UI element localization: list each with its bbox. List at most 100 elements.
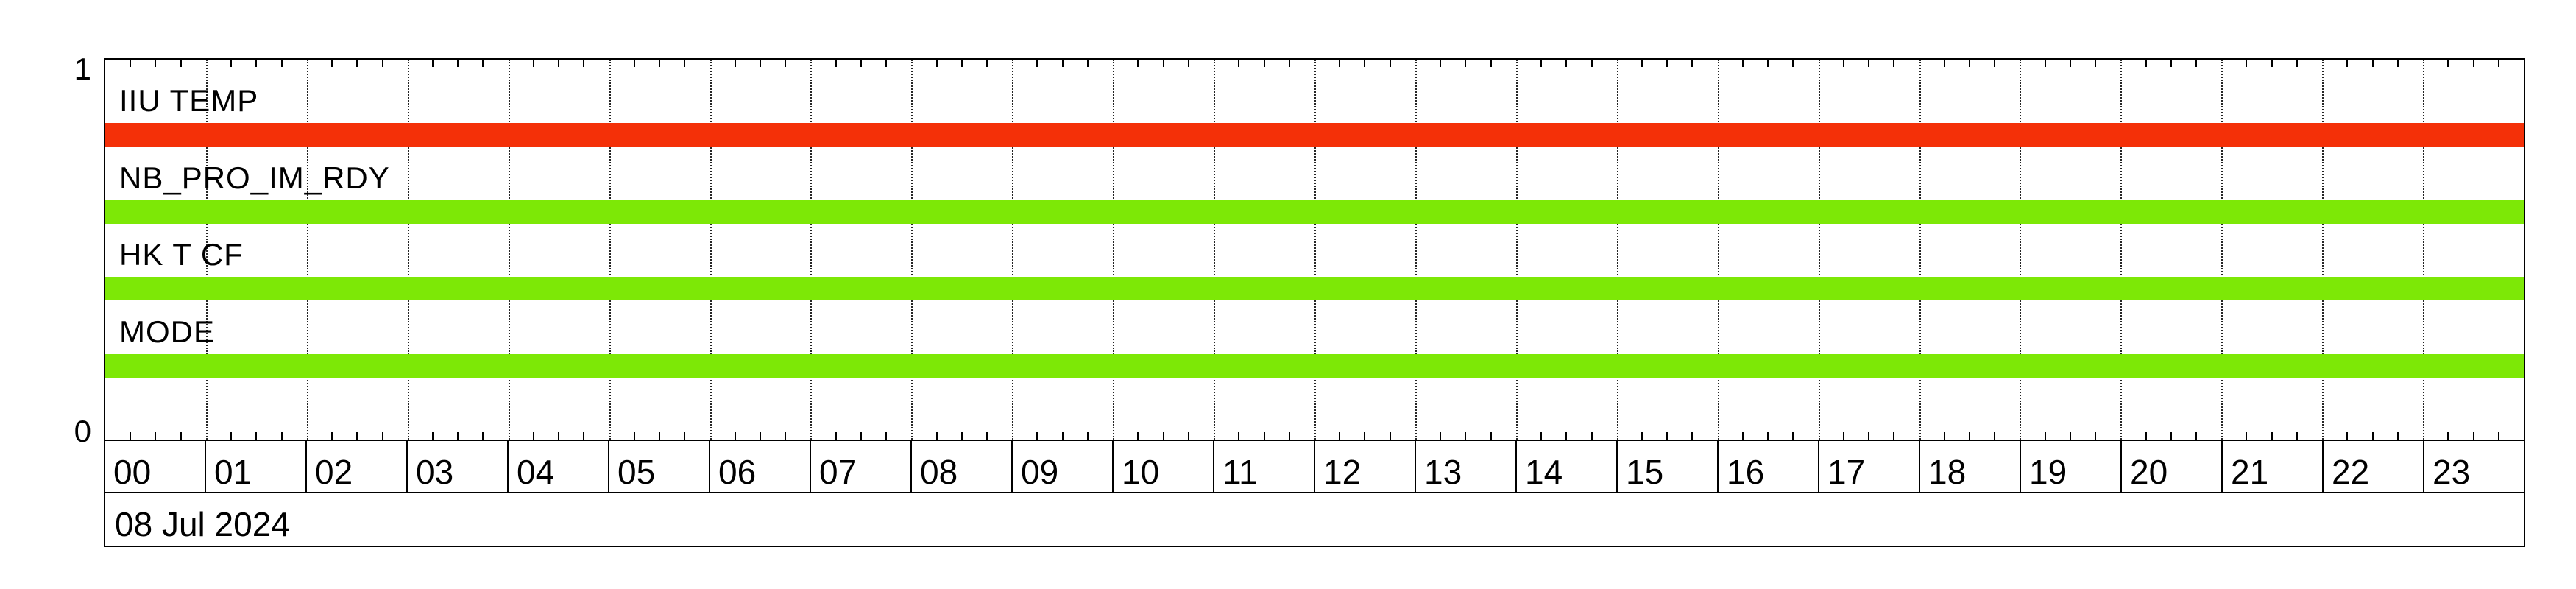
hour-gridline-21 bbox=[2221, 60, 2223, 440]
minor-tick-top bbox=[785, 60, 787, 67]
minor-tick-bottom bbox=[2296, 432, 2298, 440]
hour-cell-10: 10 bbox=[1114, 441, 1214, 492]
minor-tick-top bbox=[482, 60, 484, 67]
minor-tick-top bbox=[431, 60, 434, 67]
channel-label-hk-t-cf: HK T CF bbox=[119, 237, 244, 272]
hour-cell-05: 05 bbox=[609, 441, 710, 492]
minor-tick-top bbox=[2170, 60, 2172, 67]
minor-tick-top bbox=[2271, 60, 2273, 67]
minor-tick-bottom bbox=[1263, 432, 1265, 440]
minor-tick-top bbox=[1490, 60, 1492, 67]
y-axis-tick-label-0: 0 bbox=[74, 414, 91, 448]
hour-gridline-12 bbox=[1314, 60, 1316, 440]
minor-tick-top bbox=[2371, 60, 2374, 67]
minor-tick-bottom bbox=[2371, 432, 2374, 440]
hour-gridline-03 bbox=[407, 60, 409, 440]
minor-tick-top bbox=[1994, 60, 1996, 67]
minor-tick-top bbox=[935, 60, 938, 67]
minor-tick-bottom bbox=[280, 432, 283, 440]
minor-tick-top bbox=[835, 60, 837, 67]
minor-tick-top bbox=[1339, 60, 1341, 67]
hour-label: 16 bbox=[1727, 452, 1765, 491]
hour-gridline-18 bbox=[1919, 60, 1921, 440]
minor-tick-bottom bbox=[381, 432, 383, 440]
minor-tick-bottom bbox=[2246, 432, 2248, 440]
minor-tick-bottom bbox=[1162, 432, 1164, 440]
minor-tick-top bbox=[1061, 60, 1064, 67]
hour-label: 07 bbox=[819, 452, 857, 491]
hour-cell-20: 20 bbox=[2122, 441, 2223, 492]
channel-label-iiu-temp: IIU TEMP bbox=[119, 83, 259, 118]
status-bar-iiu-temp bbox=[105, 123, 2524, 147]
minor-tick-top bbox=[280, 60, 283, 67]
hour-cell-13: 13 bbox=[1416, 441, 1517, 492]
minor-tick-top bbox=[583, 60, 585, 67]
minor-tick-bottom bbox=[1994, 432, 1996, 440]
hour-label: 17 bbox=[1827, 452, 1866, 491]
hour-gridline-23 bbox=[2423, 60, 2425, 440]
minor-tick-top bbox=[986, 60, 988, 67]
minor-tick-bottom bbox=[1389, 432, 1391, 440]
minor-tick-bottom bbox=[659, 432, 661, 440]
hour-cell-18: 18 bbox=[1920, 441, 2021, 492]
minor-tick-top bbox=[1465, 60, 1467, 67]
hour-cell-14: 14 bbox=[1517, 441, 1618, 492]
minor-tick-bottom bbox=[1465, 432, 1467, 440]
hour-gridline-02 bbox=[306, 60, 308, 440]
minor-tick-bottom bbox=[2195, 432, 2198, 440]
minor-tick-bottom bbox=[1288, 432, 1290, 440]
hour-cell-01: 01 bbox=[206, 441, 307, 492]
minor-tick-bottom bbox=[230, 432, 233, 440]
hour-label: 02 bbox=[315, 452, 353, 491]
hour-label: 04 bbox=[517, 452, 555, 491]
minor-tick-bottom bbox=[734, 432, 736, 440]
minor-tick-top bbox=[2396, 60, 2399, 67]
hour-label: 05 bbox=[618, 452, 656, 491]
minor-tick-top bbox=[1943, 60, 1945, 67]
minor-tick-bottom bbox=[457, 432, 459, 440]
minor-tick-top bbox=[2346, 60, 2349, 67]
minor-tick-top bbox=[2069, 60, 2071, 67]
minor-tick-bottom bbox=[2346, 432, 2349, 440]
status-bar-hk-t-cf bbox=[105, 277, 2524, 301]
minor-tick-top bbox=[734, 60, 736, 67]
hour-axis-row: 00 01 02 03 04 05 06 07 08 09 10 11 12 13 14 15 16 17 18 19… bbox=[104, 441, 2525, 493]
hour-cell-03: 03 bbox=[408, 441, 509, 492]
minor-tick-top bbox=[1086, 60, 1089, 67]
minor-tick-bottom bbox=[2095, 432, 2097, 440]
minor-tick-bottom bbox=[2396, 432, 2399, 440]
date-label: 08 Jul 2024 bbox=[115, 504, 290, 543]
hour-gridline-01 bbox=[205, 60, 208, 440]
hour-cell-17: 17 bbox=[1819, 441, 1920, 492]
minor-tick-bottom bbox=[356, 432, 358, 440]
hour-cell-07: 07 bbox=[811, 441, 912, 492]
minor-tick-bottom bbox=[633, 432, 635, 440]
hour-gridline-06 bbox=[710, 60, 712, 440]
hour-gridline-11 bbox=[1214, 60, 1216, 440]
hour-cell-00: 00 bbox=[105, 441, 206, 492]
minor-tick-bottom bbox=[935, 432, 938, 440]
hour-label: 21 bbox=[2231, 452, 2269, 491]
minor-tick-top bbox=[1440, 60, 1442, 67]
hour-label: 11 bbox=[1222, 452, 1258, 491]
minor-tick-bottom bbox=[1238, 432, 1240, 440]
hour-cell-08: 08 bbox=[912, 441, 1013, 492]
minor-tick-top bbox=[1767, 60, 1769, 67]
minor-tick-bottom bbox=[155, 432, 157, 440]
hour-label: 13 bbox=[1424, 452, 1462, 491]
minor-tick-bottom bbox=[2145, 432, 2147, 440]
minor-tick-top bbox=[1590, 60, 1593, 67]
hour-gridline-08 bbox=[911, 60, 913, 440]
hour-label: 14 bbox=[1525, 452, 1563, 491]
minor-tick-top bbox=[1641, 60, 1643, 67]
minor-tick-top bbox=[2447, 60, 2449, 67]
minor-tick-top bbox=[255, 60, 258, 67]
hour-cell-09: 09 bbox=[1013, 441, 1114, 492]
minor-tick-top bbox=[381, 60, 383, 67]
minor-tick-bottom bbox=[532, 432, 534, 440]
minor-tick-bottom bbox=[1137, 432, 1139, 440]
minor-tick-bottom bbox=[1339, 432, 1341, 440]
hour-cell-12: 12 bbox=[1315, 441, 1416, 492]
hour-label: 10 bbox=[1122, 452, 1160, 491]
